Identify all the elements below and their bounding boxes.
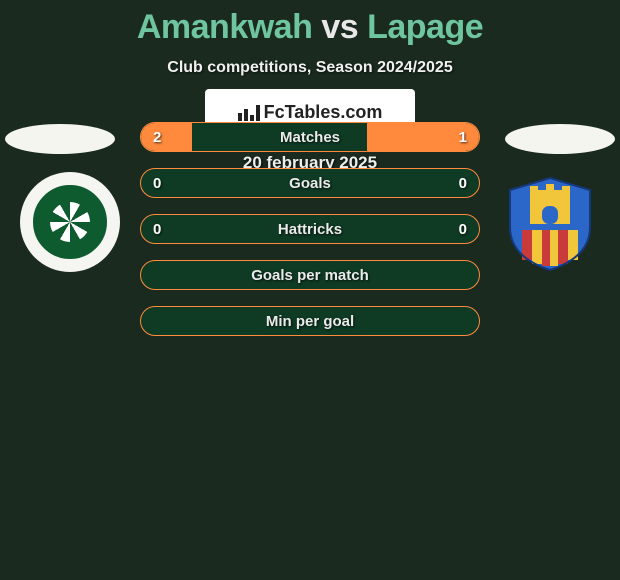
player2-headshot	[505, 124, 615, 154]
player1-headshot	[5, 124, 115, 154]
page-title: Amankwah vs Lapage	[0, 0, 620, 47]
team1-crest-inner	[33, 185, 107, 259]
stat-bar: Goals per match	[140, 260, 480, 290]
stat-bars: Matches21Goals00Hattricks00Goals per mat…	[140, 122, 480, 352]
bar-value-right: 0	[459, 169, 467, 197]
bar-chart-icon	[238, 103, 260, 121]
stat-bar: Goals0 0	[140, 168, 480, 198]
subtitle: Club competitions, Season 2024/2025	[0, 59, 620, 77]
player2-name: Lapage	[367, 8, 483, 46]
vs-text: vs	[321, 8, 358, 46]
watermark-text: FcTables.com	[264, 102, 383, 123]
bar-value-left: 0	[153, 169, 161, 197]
shield-icon	[500, 172, 600, 272]
team1-crest	[20, 172, 120, 272]
bar-label: Hattricks	[141, 215, 479, 243]
team2-crest	[500, 172, 600, 272]
bar-value-right: 0	[459, 215, 467, 243]
stat-bar: Matches2 1	[140, 122, 480, 152]
bar-label: Goals per match	[141, 261, 479, 289]
bar-value-right: 1	[459, 123, 467, 151]
stat-bar: Hattricks0 0	[140, 214, 480, 244]
stat-bar: Min per goal	[140, 306, 480, 336]
bar-label: Matches	[141, 123, 479, 151]
bar-label: Min per goal	[141, 307, 479, 335]
player1-name: Amankwah	[137, 8, 313, 46]
bar-value-left: 2	[153, 123, 161, 151]
bar-label: Goals	[141, 169, 479, 197]
bar-value-left: 0	[153, 215, 161, 243]
